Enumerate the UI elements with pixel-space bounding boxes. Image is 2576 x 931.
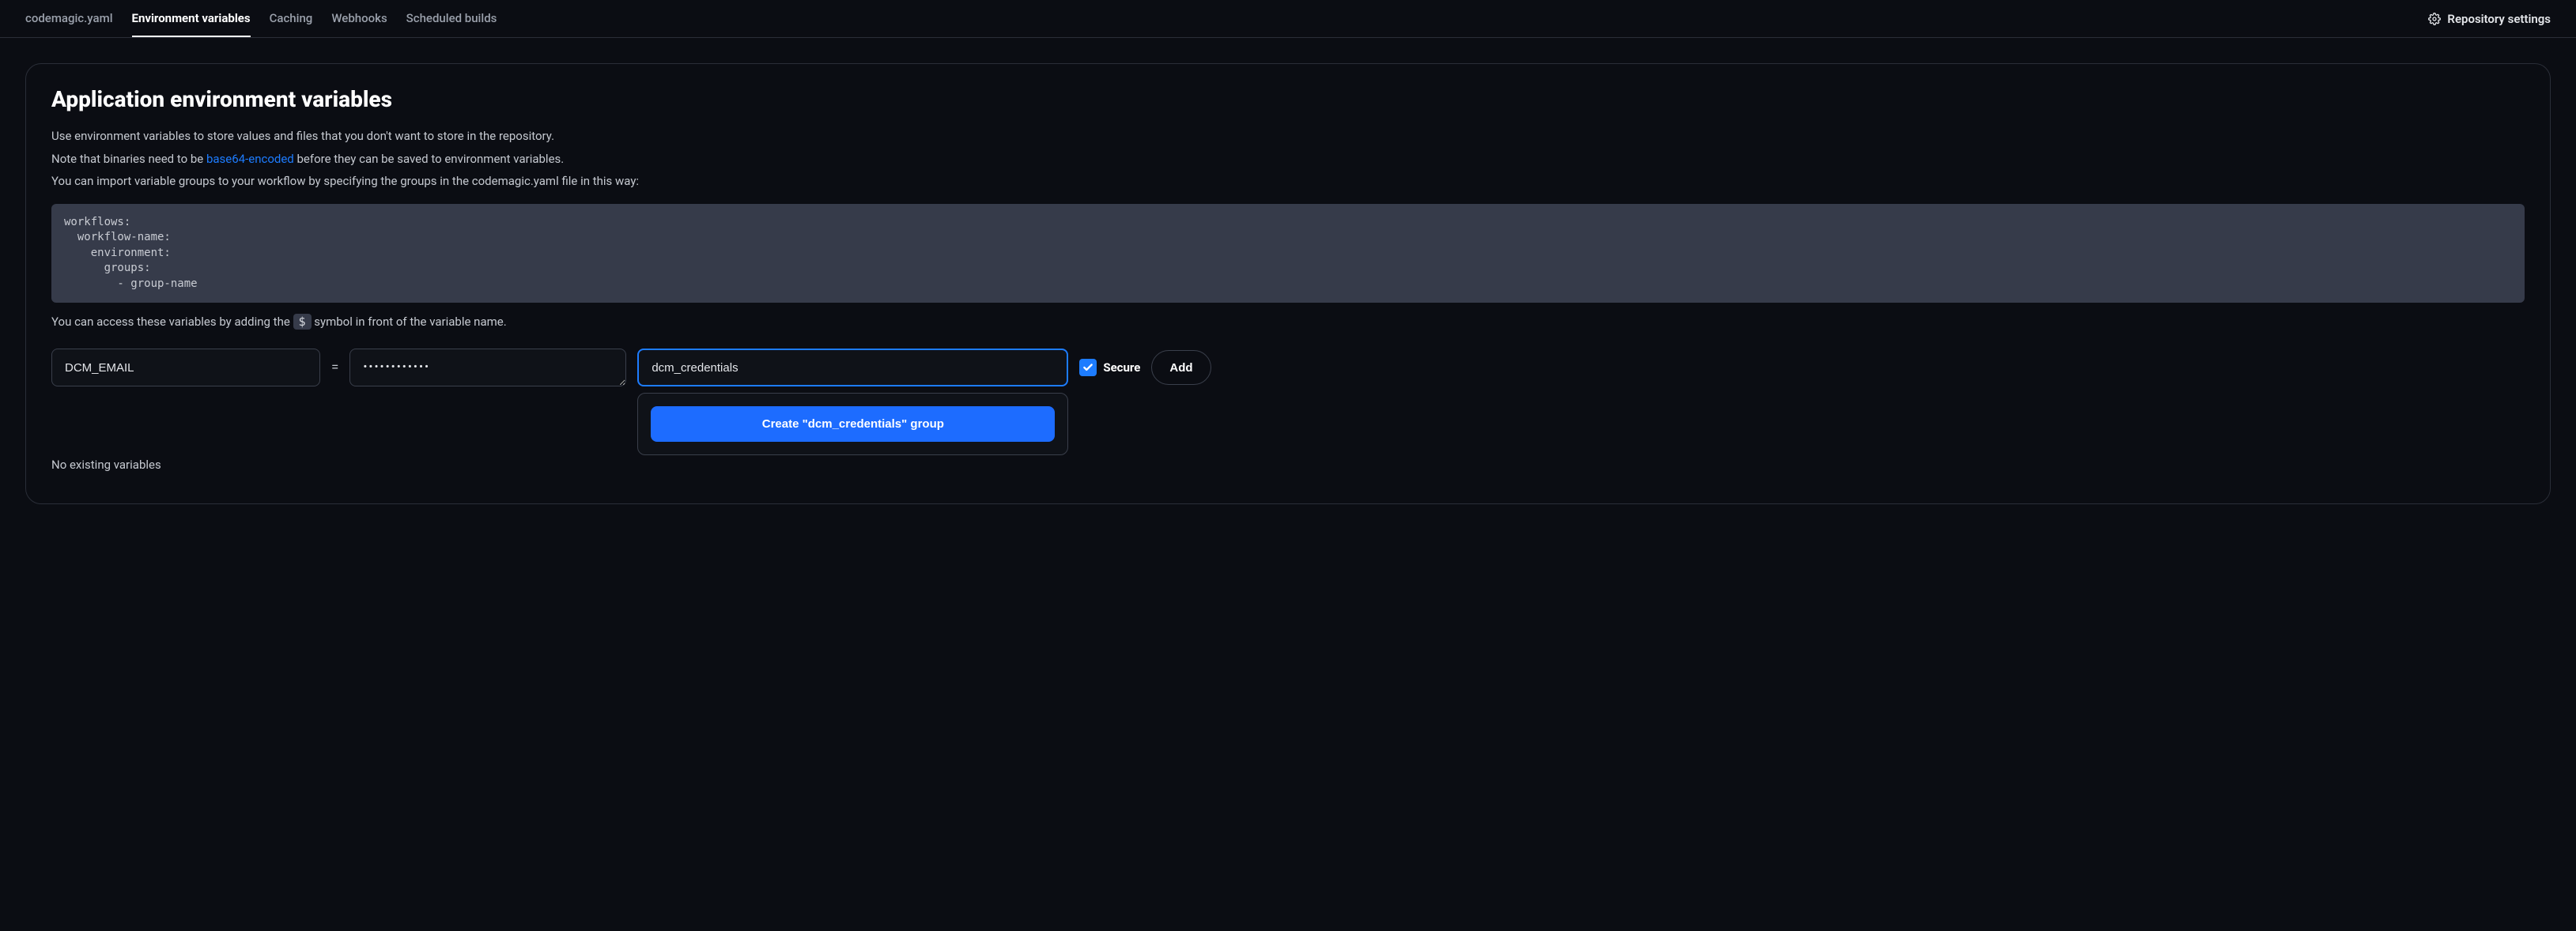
description-line-1: Use environment variables to store value…	[51, 125, 2525, 148]
access-post: symbol in front of the variable name.	[312, 315, 507, 329]
secure-toggle-wrapper: Secure	[1079, 349, 1140, 386]
access-description: You can access these variables by adding…	[51, 314, 2525, 330]
description-line-2: Note that binaries need to be base64-enc…	[51, 148, 2525, 171]
base64-encoded-link[interactable]: base64-encoded	[206, 152, 294, 166]
yaml-code-example: workflows: workflow-name: environment: g…	[51, 204, 2525, 303]
empty-state-text: No existing variables	[51, 458, 2525, 472]
repository-settings-link[interactable]: Repository settings	[2428, 12, 2551, 26]
group-select-wrapper: Create "dcm_credentials" group	[637, 349, 1068, 386]
group-dropdown: Create "dcm_credentials" group	[637, 393, 1068, 455]
desc2-pre: Note that binaries need to be	[51, 152, 206, 166]
page-title: Application environment variables	[51, 86, 2525, 112]
gear-icon	[2428, 13, 2441, 25]
add-button[interactable]: Add	[1151, 350, 1211, 385]
equals-sign: =	[331, 349, 338, 386]
top-nav-bar: codemagic.yaml Environment variables Cac…	[0, 0, 2576, 38]
variable-name-input[interactable]	[51, 349, 320, 386]
tab-caching[interactable]: Caching	[270, 0, 313, 37]
secure-label: Secure	[1103, 360, 1140, 375]
variable-value-input[interactable]: ••••••••••••	[349, 349, 626, 386]
dollar-symbol-badge: $	[293, 314, 312, 330]
description-line-3: You can import variable groups to your w…	[51, 170, 2525, 193]
group-select-input[interactable]	[637, 349, 1068, 386]
repository-settings-label: Repository settings	[2447, 12, 2551, 26]
tabs-container: codemagic.yaml Environment variables Cac…	[25, 0, 497, 37]
tab-scheduled-builds[interactable]: Scheduled builds	[406, 0, 497, 37]
env-vars-panel: Application environment variables Use en…	[25, 63, 2551, 504]
access-pre: You can access these variables by adding…	[51, 315, 293, 329]
desc2-post: before they can be saved to environment …	[294, 152, 564, 166]
check-icon	[1082, 362, 1093, 373]
create-group-button[interactable]: Create "dcm_credentials" group	[651, 406, 1055, 442]
secure-checkbox[interactable]	[1079, 359, 1097, 376]
tab-webhooks[interactable]: Webhooks	[331, 0, 387, 37]
tab-environment-variables[interactable]: Environment variables	[132, 0, 251, 37]
add-variable-form: = •••••••••••• Create "dcm_credentials" …	[51, 349, 2525, 386]
tab-codemagic-yaml[interactable]: codemagic.yaml	[25, 0, 113, 37]
